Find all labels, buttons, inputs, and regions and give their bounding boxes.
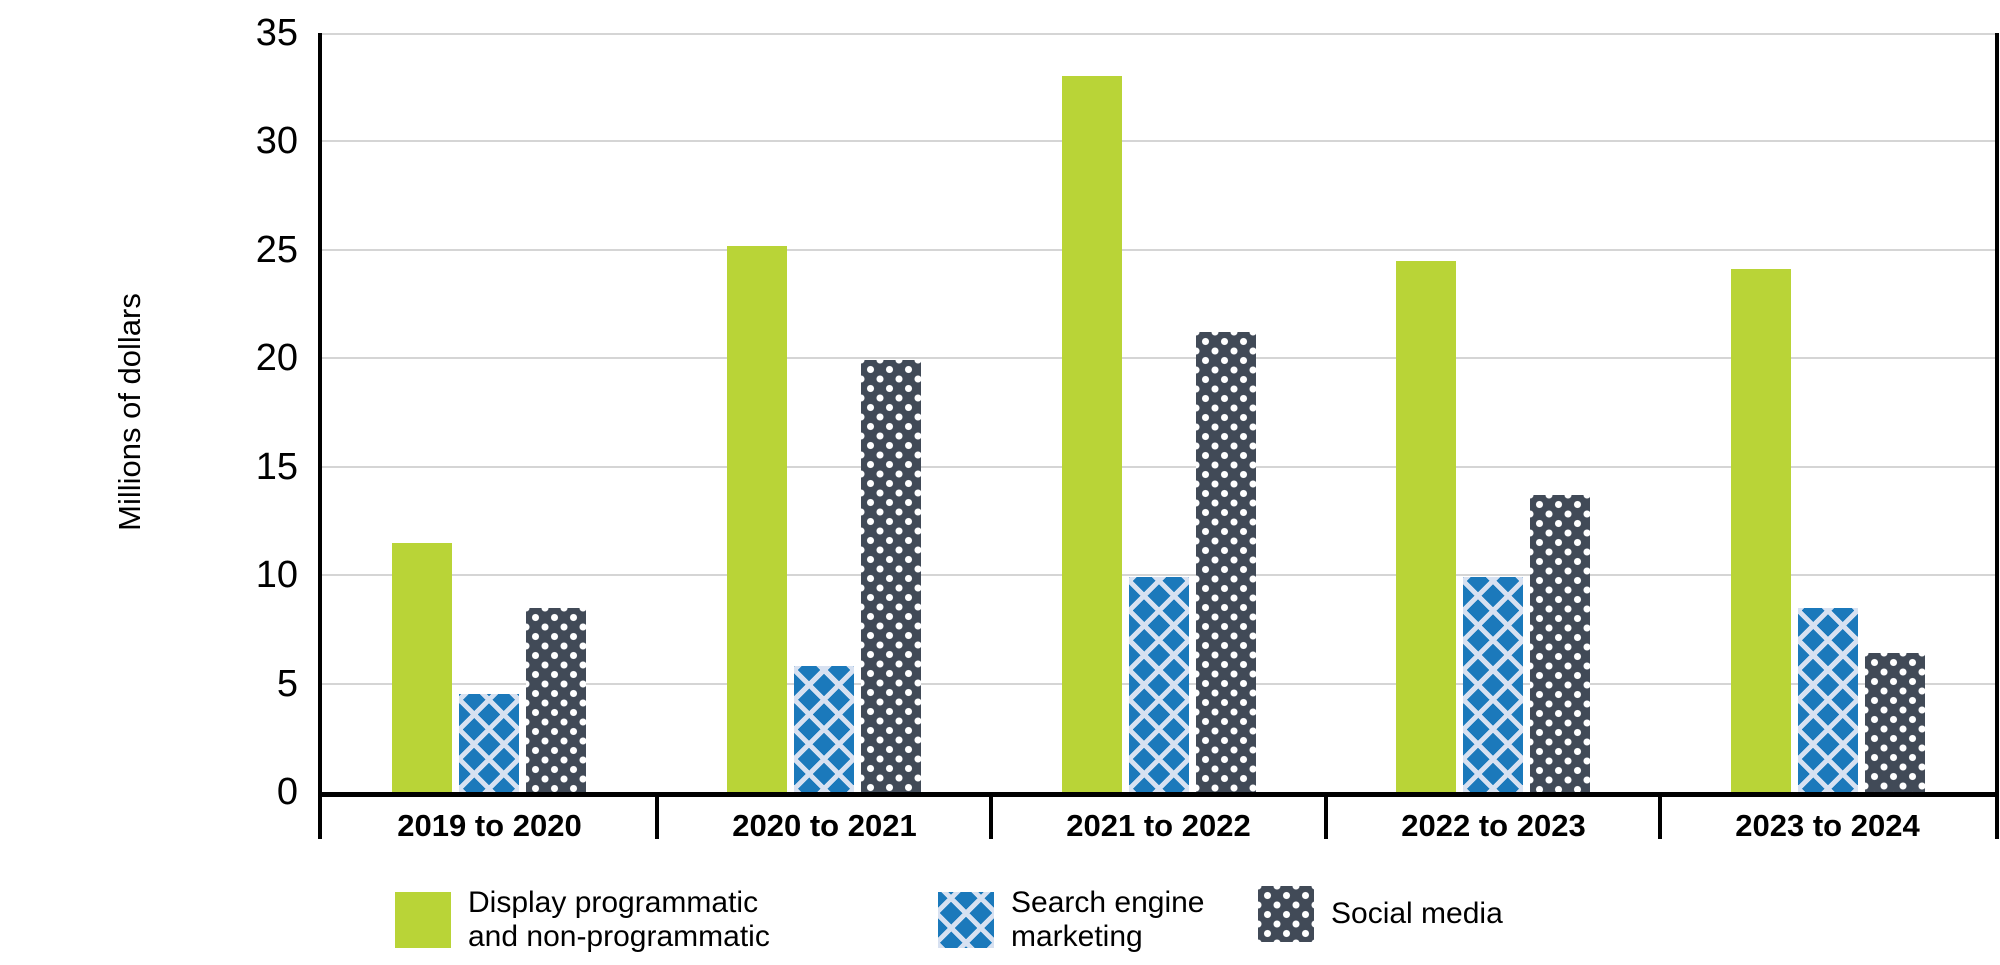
- gridline-25: [322, 249, 1995, 251]
- bar-display-programmatic-and-non-programmatic-2021-to-2022: [1062, 76, 1122, 792]
- y-axis-title: Millions of dollars: [112, 293, 147, 531]
- legend-item-social-media: Social media: [1258, 886, 1503, 942]
- plot-area: [318, 33, 1999, 797]
- y-tick-label-5: 5: [276, 663, 298, 705]
- legend-swatch-solid: [395, 892, 451, 948]
- bar-social-media-2020-to-2021: [861, 360, 921, 792]
- bar-social-media-2022-to-2023: [1530, 495, 1590, 792]
- bar-social-media-2019-to-2020: [526, 608, 586, 792]
- x-category-label-2023-to-2024: 2023 to 2024: [1735, 808, 1920, 843]
- bar-display-programmatic-and-non-programmatic-2022-to-2023: [1396, 261, 1456, 792]
- bar-social-media-2021-to-2022: [1196, 332, 1256, 792]
- y-tick-label-20: 20: [255, 337, 298, 379]
- gridline-30: [322, 140, 1995, 142]
- legend-item-display-programmatic-and-non-programmatic: Display programmatic and non-programmatic: [395, 886, 770, 954]
- bar-display-programmatic-and-non-programmatic-2020-to-2021: [727, 246, 787, 792]
- category-divider-5: [1995, 797, 1999, 839]
- legend-label: Display programmatic and non-programmatic: [468, 886, 770, 953]
- x-category-label-2022-to-2023: 2022 to 2023: [1401, 808, 1586, 843]
- category-divider-0: [318, 797, 322, 839]
- bar-display-programmatic-and-non-programmatic-2019-to-2020: [392, 543, 452, 792]
- y-tick-label-35: 35: [255, 12, 298, 54]
- bar-search-engine-marketing-2020-to-2021: [794, 666, 854, 792]
- y-tick-label-30: 30: [255, 120, 298, 162]
- category-divider-1: [655, 797, 659, 839]
- gridline-20: [322, 357, 1995, 359]
- bar-search-engine-marketing-2023-to-2024: [1798, 608, 1858, 792]
- bar-search-engine-marketing-2019-to-2020: [459, 694, 519, 792]
- y-tick-label-25: 25: [255, 229, 298, 271]
- legend-swatch-crosshatch: [938, 892, 994, 948]
- legend-swatch-dots: [1258, 886, 1314, 942]
- bar-search-engine-marketing-2022-to-2023: [1463, 577, 1523, 792]
- legend-label: Search engine marketing: [1011, 886, 1205, 953]
- category-divider-4: [1658, 797, 1662, 839]
- x-category-label-2020-to-2021: 2020 to 2021: [732, 808, 917, 843]
- gridline-10: [322, 574, 1995, 576]
- bar-search-engine-marketing-2021-to-2022: [1129, 577, 1189, 792]
- y-tick-label-0: 0: [276, 771, 298, 813]
- category-divider-2: [989, 797, 993, 839]
- legend-label: Social media: [1331, 897, 1503, 930]
- bar-display-programmatic-and-non-programmatic-2023-to-2024: [1731, 269, 1791, 792]
- gridline-35: [322, 33, 1995, 35]
- legend-item-search-engine-marketing: Search engine marketing: [938, 886, 1204, 954]
- x-category-label-2021-to-2022: 2021 to 2022: [1066, 808, 1251, 843]
- gridline-15: [322, 466, 1995, 468]
- bar-social-media-2023-to-2024: [1865, 653, 1925, 792]
- y-tick-label-15: 15: [255, 446, 298, 488]
- x-category-label-2019-to-2020: 2019 to 2020: [397, 808, 582, 843]
- y-tick-label-10: 10: [255, 554, 298, 596]
- category-divider-3: [1324, 797, 1328, 839]
